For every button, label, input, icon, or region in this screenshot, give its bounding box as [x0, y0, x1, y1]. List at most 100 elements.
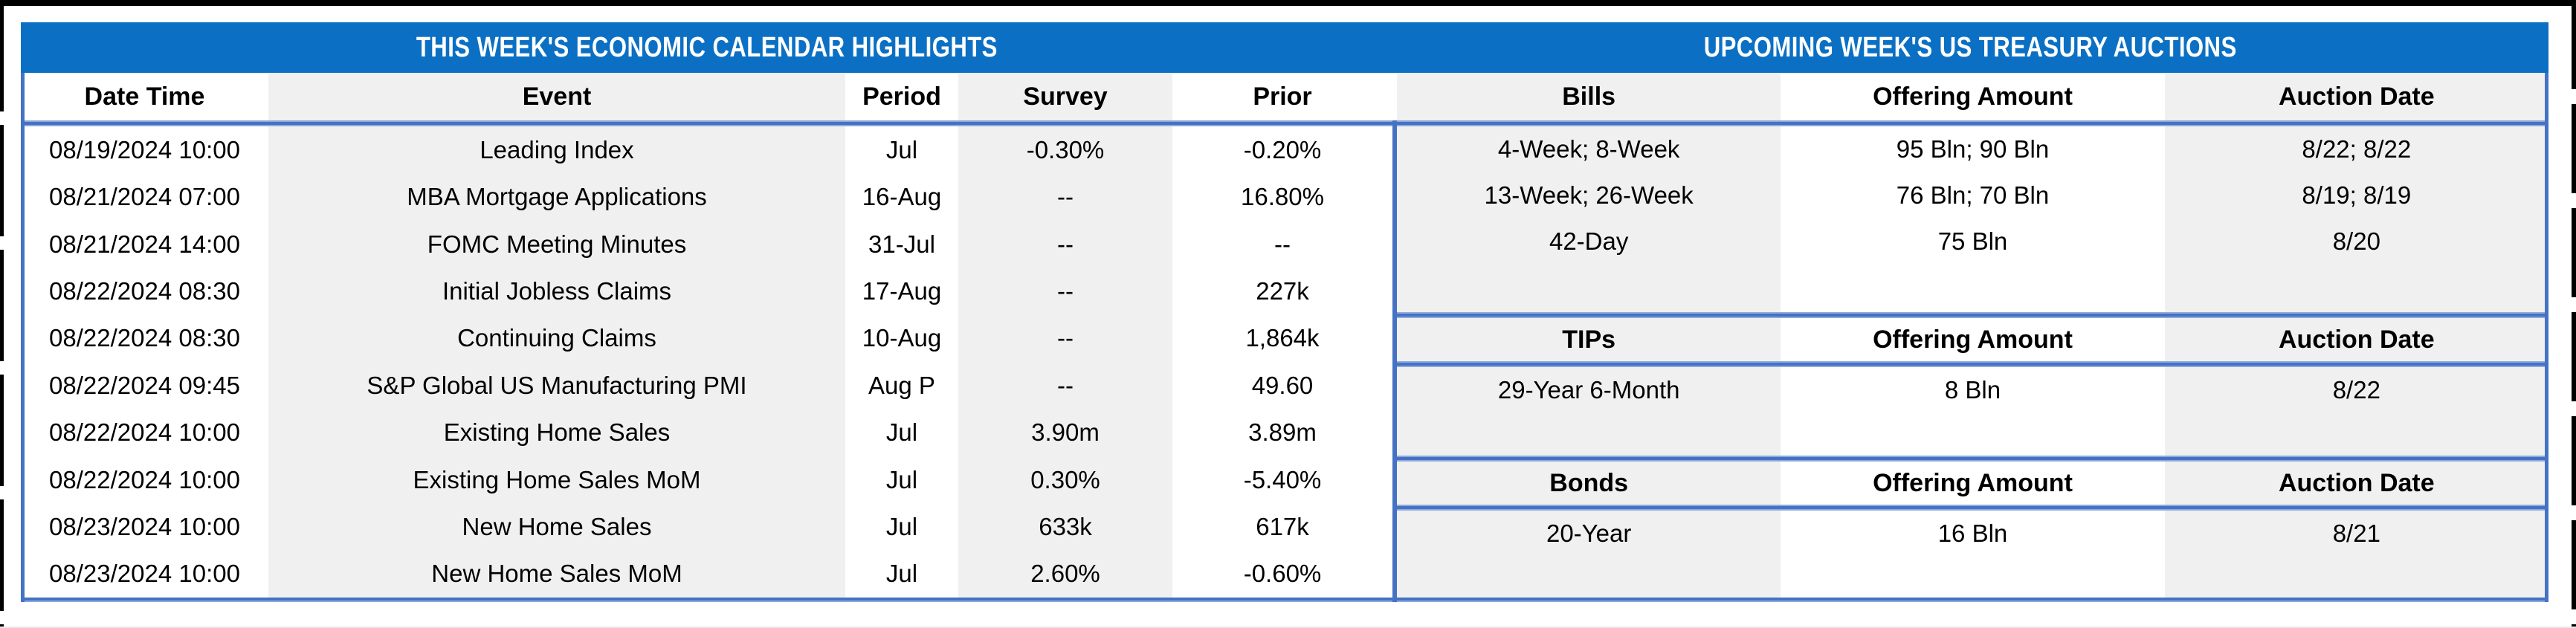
col-header-tips: TIPs — [1397, 318, 1781, 361]
cell-offering-amount: 95 Bln; 90 Bln — [1781, 126, 2165, 172]
cell-event: Existing Home Sales MoM — [268, 456, 845, 504]
economic-calendar-title: THIS WEEK'S ECONOMIC CALENDAR HIGHLIGHTS — [21, 22, 1392, 73]
cell-prior: 227k — [1172, 268, 1392, 315]
cell-offering-amount: 8 Bln — [1781, 367, 2165, 413]
table-row: 08/19/2024 10:00 Leading Index Jul -0.30… — [21, 126, 1392, 174]
cell-bills: 13-Week; 26-Week — [1397, 172, 1781, 218]
empty-cell — [1397, 265, 1781, 312]
calendar-rows: 08/19/2024 10:00 Leading Index Jul -0.30… — [21, 126, 1392, 598]
col-header-offering-amount: Offering Amount — [1781, 73, 2165, 120]
table-row: 08/23/2024 10:00 New Home Sales Jul 633k… — [21, 503, 1392, 551]
table-row: 08/22/2024 08:30 Initial Jobless Claims … — [21, 268, 1392, 315]
cell-prior: -0.20% — [1172, 126, 1392, 174]
section-separator-line — [1397, 456, 2548, 462]
right-frame-border — [2572, 0, 2576, 628]
cell-event: Existing Home Sales — [268, 409, 845, 456]
cell-event: Leading Index — [268, 126, 845, 174]
cell-survey: -- — [958, 220, 1172, 268]
cell-auction-date: 8/19; 8/19 — [2164, 172, 2548, 218]
cell-prior: -- — [1172, 220, 1392, 268]
cell-survey: 2.60% — [958, 550, 1172, 598]
empty-cell — [1781, 557, 2165, 598]
empty-cell — [1781, 413, 2165, 456]
cell-bills: 42-Day — [1397, 218, 1781, 265]
cell-period: Jul — [845, 550, 958, 598]
treasury-auctions-title-text: UPCOMING WEEK'S US TREASURY AUCTIONS — [1704, 31, 2237, 63]
cell-prior: 49.60 — [1172, 362, 1392, 410]
col-header-bills: Bills — [1397, 73, 1781, 120]
economic-calendar-title-text: THIS WEEK'S ECONOMIC CALENDAR HIGHLIGHTS — [416, 31, 998, 63]
empty-cell — [1781, 265, 2165, 312]
col-header-date-time: Date Time — [21, 73, 268, 120]
table-center-divider — [1392, 120, 1397, 602]
empty-cell — [1397, 557, 1781, 598]
cell-prior: -5.40% — [1172, 456, 1392, 504]
table-row: 08/23/2024 10:00 New Home Sales MoM Jul … — [21, 550, 1392, 598]
tables-body: 08/19/2024 10:00 Leading Index Jul -0.30… — [21, 126, 2548, 598]
col-header-auction-date: Auction Date — [2164, 462, 2548, 505]
cell-tips: 29-Year 6-Month — [1397, 367, 1781, 413]
cell-survey: 633k — [958, 503, 1172, 551]
col-header-offering-amount: Offering Amount — [1781, 318, 2165, 361]
cell-offering-amount: 76 Bln; 70 Bln — [1781, 172, 2165, 218]
treasury-auctions-title: UPCOMING WEEK'S US TREASURY AUCTIONS — [1392, 22, 2548, 73]
tables-container: THIS WEEK'S ECONOMIC CALENDAR HIGHLIGHTS… — [21, 22, 2548, 602]
section-separator-line — [1397, 312, 2548, 318]
bills-header-row: Bills Offering Amount Auction Date — [1397, 73, 2548, 120]
cell-prior: 617k — [1172, 503, 1392, 551]
table-row: 08/21/2024 14:00 FOMC Meeting Minutes 31… — [21, 220, 1392, 268]
auctions-header-pane: Bills Offering Amount Auction Date — [1392, 73, 2548, 120]
col-header-prior: Prior — [1172, 73, 1392, 120]
cell-period: Jul — [845, 456, 958, 504]
table-row: 08/22/2024 10:00 Existing Home Sales Jul… — [21, 409, 1392, 456]
table-row: 08/21/2024 07:00 MBA Mortgage Applicatio… — [21, 173, 1392, 221]
cell-period: Jul — [845, 409, 958, 456]
cell-date-time: 08/22/2024 09:45 — [21, 362, 268, 410]
section-separator-line — [1397, 505, 2548, 511]
cell-date-time: 08/21/2024 14:00 — [21, 220, 268, 268]
table-row: 29-Year 6-Month 8 Bln 8/22 — [1397, 367, 2548, 413]
cell-auction-date: 8/21 — [2164, 511, 2548, 557]
table-row: 4-Week; 8-Week 95 Bln; 90 Bln 8/22; 8/22 — [1397, 126, 2548, 172]
economic-calendar-table: 08/19/2024 10:00 Leading Index Jul -0.30… — [21, 126, 1392, 598]
treasury-auctions-table: 4-Week; 8-Week 95 Bln; 90 Bln 8/22; 8/22… — [1392, 126, 2548, 598]
cell-event: FOMC Meeting Minutes — [268, 220, 845, 268]
col-header-event: Event — [268, 73, 845, 120]
column-header-row: Date Time Event Period Survey Prior Bill… — [21, 73, 2548, 120]
title-bar: THIS WEEK'S ECONOMIC CALENDAR HIGHLIGHTS… — [21, 22, 2548, 73]
cell-event: New Home Sales — [268, 503, 845, 551]
cell-event: MBA Mortgage Applications — [268, 173, 845, 221]
bonds-header-row: Bonds Offering Amount Auction Date — [1397, 462, 2548, 505]
cell-bonds: 20-Year — [1397, 511, 1781, 557]
cell-survey: -0.30% — [958, 126, 1172, 174]
empty-row — [1397, 265, 2548, 312]
cell-date-time: 08/22/2024 10:00 — [21, 456, 268, 504]
table-right-border — [2545, 73, 2548, 602]
col-header-auction-date: Auction Date — [2164, 318, 2548, 361]
cell-survey: -- — [958, 268, 1172, 315]
col-header-bonds: Bonds — [1397, 462, 1781, 505]
cell-prior: 3.89m — [1172, 409, 1392, 456]
cell-date-time: 08/23/2024 10:00 — [21, 503, 268, 551]
col-header-period: Period — [845, 73, 958, 120]
cell-auction-date: 8/20 — [2164, 218, 2548, 265]
cell-event: S&P Global US Manufacturing PMI — [268, 362, 845, 410]
col-header-offering-amount: Offering Amount — [1781, 462, 2165, 505]
cell-date-time: 08/22/2024 08:30 — [21, 314, 268, 363]
table-row: 08/22/2024 09:45 S&P Global US Manufactu… — [21, 362, 1392, 410]
tips-header-row: TIPs Offering Amount Auction Date — [1397, 318, 2548, 361]
cell-date-time: 08/21/2024 07:00 — [21, 173, 268, 221]
cell-event: Initial Jobless Claims — [268, 268, 845, 315]
cell-date-time: 08/19/2024 10:00 — [21, 126, 268, 174]
empty-row — [1397, 413, 2548, 456]
calendar-header-row: Date Time Event Period Survey Prior — [21, 73, 1392, 120]
cell-event: New Home Sales MoM — [268, 550, 845, 598]
empty-cell — [2164, 557, 2548, 598]
cell-prior: 1,864k — [1172, 314, 1392, 363]
cell-period: 16-Aug — [845, 173, 958, 221]
header-separator-line — [21, 120, 2548, 126]
cell-prior: 16.80% — [1172, 173, 1392, 221]
table-row: 08/22/2024 10:00 Existing Home Sales MoM… — [21, 456, 1392, 504]
cell-period: Jul — [845, 503, 958, 551]
cell-auction-date: 8/22 — [2164, 367, 2548, 413]
